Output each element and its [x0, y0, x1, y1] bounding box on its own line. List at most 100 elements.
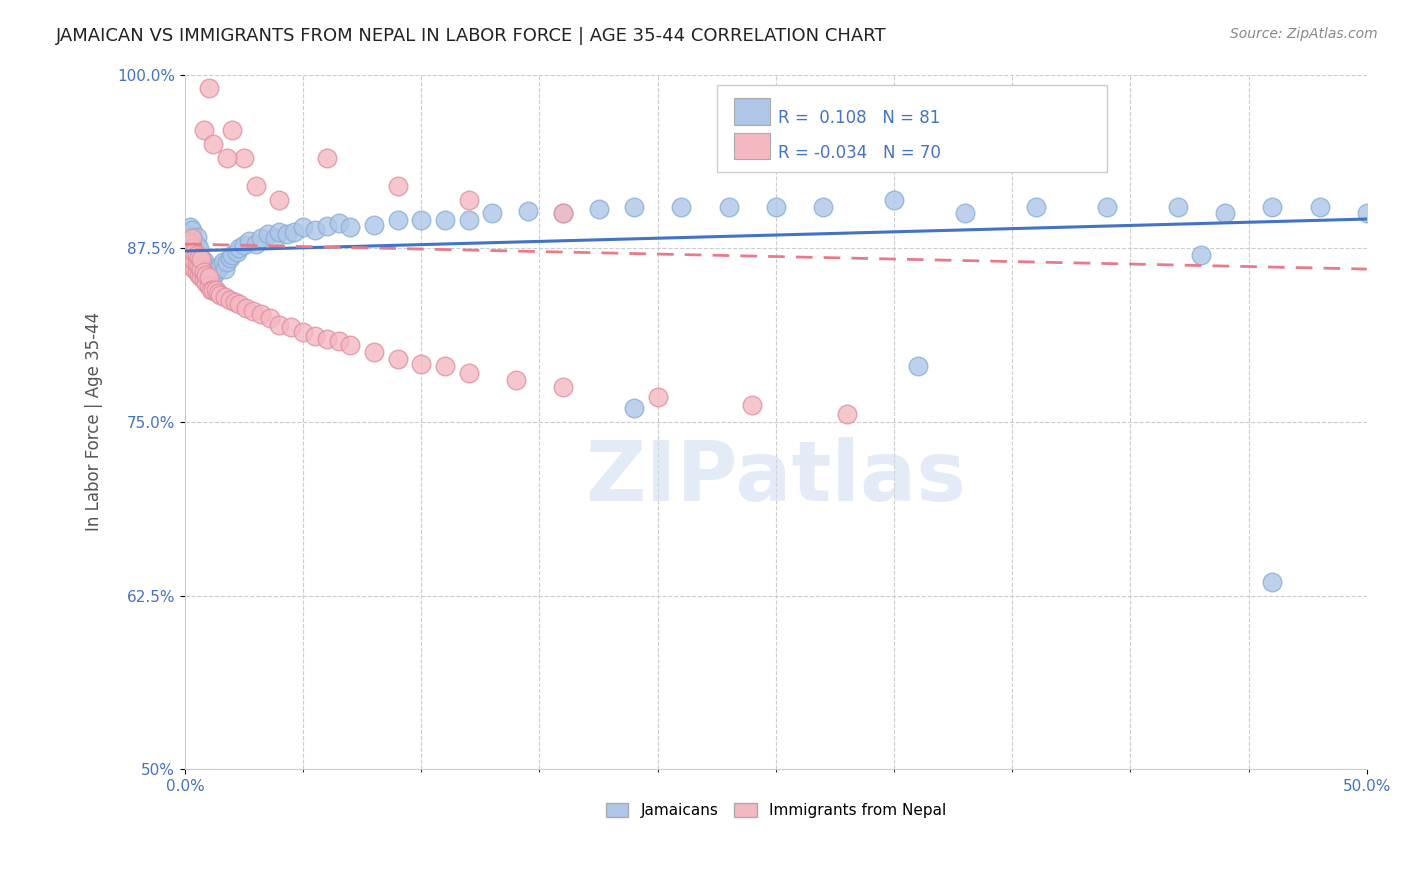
Point [228, 241, 250, 255]
Point [207, 285, 229, 300]
Point [193, 123, 215, 137]
Point [717, 200, 740, 214]
Point [197, 81, 219, 95]
Point [315, 219, 337, 233]
Point [183, 262, 205, 277]
Point [209, 260, 232, 274]
Point [204, 265, 226, 279]
Point [181, 251, 204, 265]
Point [179, 220, 201, 235]
Point [217, 255, 239, 269]
Point [741, 398, 763, 412]
Point [588, 202, 610, 217]
Point [186, 255, 208, 269]
Point [553, 380, 575, 394]
Point [193, 253, 215, 268]
Point [190, 260, 212, 274]
Point [188, 258, 211, 272]
Point [186, 265, 208, 279]
Text: Source: ZipAtlas.com: Source: ZipAtlas.com [1230, 27, 1378, 41]
Point [242, 303, 264, 318]
Point [176, 241, 198, 255]
Point [218, 293, 240, 307]
Point [186, 247, 208, 261]
Point [292, 325, 315, 339]
Point [387, 178, 409, 193]
Point [176, 241, 198, 255]
Text: ZIPatlas: ZIPatlas [585, 437, 966, 518]
Point [176, 227, 198, 242]
Point [238, 234, 260, 248]
Point [179, 245, 201, 260]
Point [183, 234, 205, 248]
Point [202, 283, 225, 297]
Point [183, 243, 205, 257]
Point [339, 338, 361, 352]
Point [387, 213, 409, 227]
Point [207, 262, 229, 277]
Point [339, 220, 361, 235]
Point [190, 251, 212, 265]
Point [249, 306, 271, 320]
Point [1261, 200, 1284, 214]
Point [233, 151, 256, 165]
Point [505, 373, 527, 387]
Point [197, 268, 219, 283]
Point [202, 270, 225, 285]
Point [623, 401, 645, 415]
Y-axis label: In Labor Force | Age 35-44: In Labor Force | Age 35-44 [86, 312, 103, 532]
Point [245, 178, 267, 193]
Text: R =  0.108   N = 81: R = 0.108 N = 81 [779, 109, 941, 128]
Point [411, 357, 433, 371]
Point [283, 225, 305, 239]
Point [269, 225, 291, 239]
Point [907, 359, 929, 374]
Point [249, 231, 271, 245]
Point [197, 278, 219, 293]
Point [433, 213, 456, 227]
Point [179, 255, 201, 269]
Point [623, 200, 645, 214]
Point [315, 151, 337, 165]
Point [209, 288, 232, 302]
Point [1095, 200, 1118, 214]
Point [176, 248, 198, 262]
Point [457, 213, 479, 227]
Text: R = -0.034   N = 70: R = -0.034 N = 70 [779, 144, 941, 162]
Point [1213, 206, 1236, 220]
Point [304, 223, 326, 237]
Point [516, 203, 538, 218]
Point [200, 268, 222, 282]
Point [195, 268, 218, 282]
Point [193, 273, 215, 287]
Point [363, 218, 385, 232]
Point [202, 136, 225, 151]
Point [553, 206, 575, 220]
Point [457, 366, 479, 380]
FancyBboxPatch shape [734, 133, 770, 160]
Point [263, 231, 285, 245]
Point [280, 320, 302, 334]
Point [179, 237, 201, 252]
Point [181, 231, 204, 245]
FancyBboxPatch shape [717, 85, 1107, 172]
Point [195, 265, 218, 279]
Point [953, 206, 976, 220]
Point [176, 234, 198, 248]
Point [235, 301, 257, 315]
FancyBboxPatch shape [734, 98, 770, 125]
Point [190, 252, 212, 267]
Point [188, 241, 211, 255]
Point [835, 407, 858, 421]
Point [190, 270, 212, 285]
Point [221, 123, 243, 137]
Point [292, 220, 315, 235]
Point [1025, 200, 1047, 214]
Point [811, 200, 834, 214]
Point [1167, 200, 1189, 214]
Point [1261, 574, 1284, 589]
Point [259, 310, 281, 325]
Point [181, 240, 204, 254]
Point [193, 265, 215, 279]
Point [181, 241, 204, 255]
